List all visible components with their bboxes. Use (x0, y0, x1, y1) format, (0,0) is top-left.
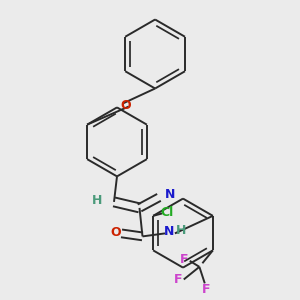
Text: F: F (201, 283, 210, 296)
Text: F: F (173, 273, 182, 286)
Text: N: N (164, 188, 175, 202)
Text: H: H (176, 224, 187, 237)
Text: F: F (180, 253, 189, 266)
Text: H: H (92, 194, 103, 207)
Text: O: O (111, 226, 122, 239)
Text: N: N (164, 225, 174, 238)
Text: Cl: Cl (160, 206, 173, 219)
Text: O: O (120, 99, 131, 112)
